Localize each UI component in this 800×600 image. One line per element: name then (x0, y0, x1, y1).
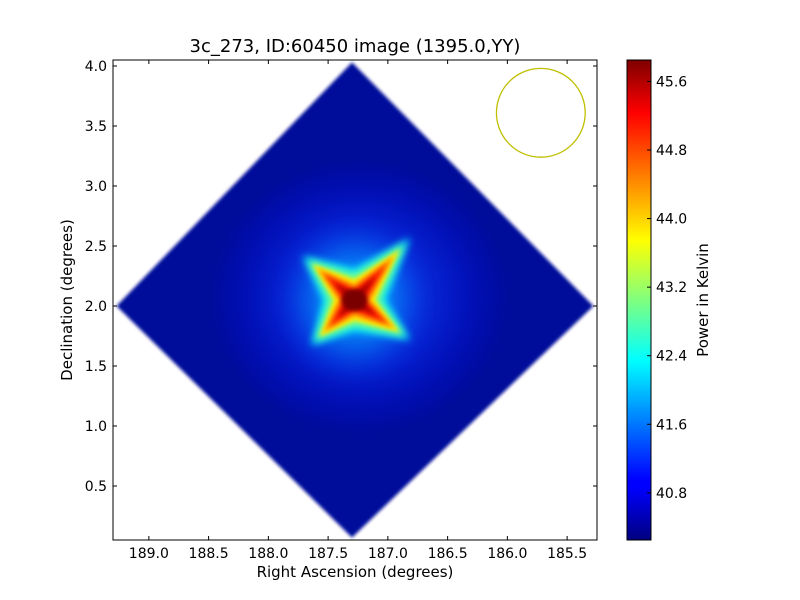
x-axis-label: Right Ascension (degrees) (257, 563, 454, 581)
colorbar-tick-label: 45.6 (656, 74, 687, 90)
x-tick-label: 188.5 (189, 546, 229, 562)
chart-title: 3c_273, ID:60450 image (1395.0,YY) (190, 36, 521, 57)
y-tick-label: 0.5 (85, 479, 107, 495)
colorbar-tick-label: 44.0 (656, 212, 687, 228)
y-tick-label: 2.0 (85, 299, 107, 315)
colorbar-tick-label: 42.4 (656, 349, 687, 365)
colorbar-tick-label: 43.2 (656, 280, 687, 296)
y-axis-label: Declination (degrees) (58, 219, 76, 381)
x-tick-label: 186.0 (487, 546, 527, 562)
y-axis: 0.5 1.0 1.5 2.0 2.5 3.0 3.5 4.0 (85, 59, 597, 495)
plot-frame (112, 59, 598, 541)
colorbar-label: Power in Kelvin (694, 243, 712, 357)
colorbar-ticks: 40.8 41.6 42.4 43.2 44.0 44.8 45.6 (647, 74, 687, 502)
y-tick-label: 1.0 (85, 419, 107, 435)
x-tick-label: 188.0 (248, 546, 288, 562)
colorbar-tick-label: 44.8 (656, 143, 687, 159)
beam-ellipse (495, 67, 586, 158)
x-tick-label: 189.0 (129, 546, 169, 562)
y-tick-label: 2.5 (85, 239, 107, 255)
x-tick-label: 186.5 (428, 546, 468, 562)
colorbar-tick-label: 40.8 (656, 486, 687, 502)
colorbar: 40.8 41.6 42.4 43.2 44.0 44.8 45.6 Power in Ke… (626, 59, 712, 541)
y-tick-label: 1.5 (85, 359, 107, 375)
source-core (302, 237, 411, 346)
y-tick-label: 4.0 (85, 59, 107, 75)
x-axis: 189.0 188.5 188.0 187.5 187.0 186.5 186.0 185.5 (129, 60, 587, 562)
source-peak (341, 289, 368, 311)
x-tick-label: 187.5 (308, 546, 348, 562)
y-tick-label: 3.5 (85, 119, 107, 135)
y-tick-label: 3.0 (85, 179, 107, 195)
heatmap-plot (112, 59, 598, 541)
x-tick-label: 185.5 (547, 546, 587, 562)
colorbar-tick-label: 41.6 (656, 417, 687, 433)
colorbar-gradient (626, 59, 652, 541)
x-tick-label: 187.0 (368, 546, 408, 562)
